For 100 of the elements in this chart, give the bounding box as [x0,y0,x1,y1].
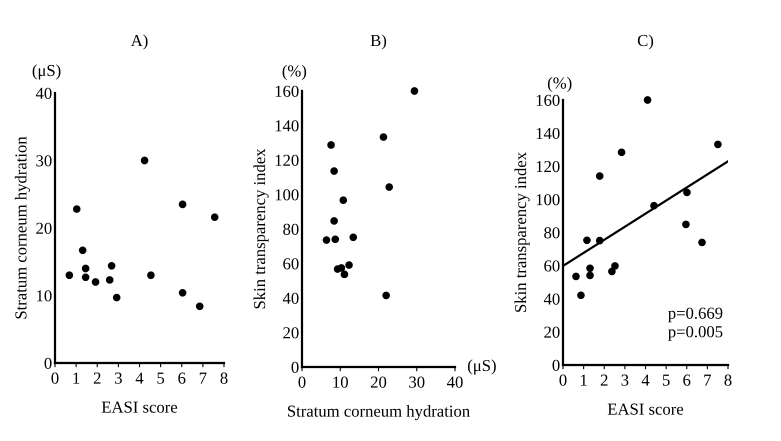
y-tick-label: 100 [536,194,560,206]
point [78,246,86,254]
point [330,217,338,225]
x-tick-label: 1 [580,374,587,386]
x-tick-label: 1 [73,372,80,384]
point [331,236,340,244]
x-tick-label: 10 [333,376,348,388]
point [82,273,90,282]
x-tick-label: 30 [409,376,424,388]
y-tick-label: 10 [37,290,52,302]
point [108,262,116,270]
chart-title: C) [638,34,654,50]
y-tick-label: 120 [536,160,560,172]
point [196,302,204,310]
point [572,272,580,280]
point [577,291,585,300]
point [322,236,330,244]
point [178,288,186,297]
y-tick-label: 40 [544,293,560,305]
point [385,183,394,191]
x-tick-label: 8 [724,374,732,386]
x-tick-label: 0 [298,376,306,388]
point [682,220,690,228]
point [327,141,335,149]
point [611,262,619,270]
x-tick-label: 6 [178,372,186,384]
point [147,271,155,280]
text: (μS) [32,64,60,80]
point [596,236,604,244]
point [338,264,346,272]
x-tick-label: 7 [704,374,712,386]
x-axis-title: EASI score [608,404,684,415]
point [178,200,186,208]
x-tick-label: 2 [600,374,608,386]
point [112,294,121,302]
x-axis-title: Stratum corneum hydration [288,405,470,420]
text: (%) [548,76,572,92]
point [210,213,219,222]
y-tick-label: 40 [282,292,299,304]
y-axis-title: Skin transparency index [514,152,530,312]
y-axis-title: Skin transparency index [254,148,269,308]
x-tick-label: 4 [136,372,144,384]
point [583,236,591,244]
point [608,268,616,276]
chart-title: B) [370,34,386,50]
x-tick-label: 40 [446,376,463,388]
point [596,172,604,180]
x-tick-label: 4 [642,374,650,386]
y-tick-label: 0 [44,358,52,369]
point [714,140,722,148]
point [339,196,348,204]
point [586,264,594,272]
point [106,276,114,284]
point [349,233,358,242]
y-tick-label: 0 [552,360,560,371]
x-tick-label: 8 [220,372,228,384]
point [698,238,706,246]
y-tick-label: 100 [276,189,299,200]
x-tick-label: 3 [622,374,628,386]
y-tick-label: 40 [36,88,52,99]
y-tick-label: 160 [276,86,299,97]
point [618,148,626,156]
point [644,96,652,104]
point [72,205,81,213]
y-tick-label: 20 [36,222,52,234]
y-tick-label: 60 [283,258,299,270]
x-tick-label: 3 [115,372,122,384]
point [650,202,658,210]
point [92,278,100,286]
y-tick-label: 80 [283,224,299,235]
text: (μS) [468,359,496,375]
x-tick-label: 6 [683,374,690,386]
x-tick-label: 5 [662,374,670,386]
x-tick-label: 0 [559,374,567,386]
point [340,270,348,278]
point [380,133,388,141]
y-tick-label: 120 [276,154,299,166]
chart-title: A) [130,34,148,50]
y-tick-label: 20 [283,327,299,338]
x-axis-title: EASI score [102,402,178,413]
y-tick-label: 30 [36,155,52,166]
x-tick-label: 0 [51,372,59,384]
text: (%) [282,64,306,80]
annotation: p=0.005 [668,326,722,341]
y-tick-label: 160 [536,94,560,106]
point [330,167,338,175]
point [345,261,353,269]
point [66,271,74,280]
y-tick-label: 140 [536,128,560,140]
point [683,188,691,196]
point [82,264,90,272]
point [586,272,594,280]
annotation: p=0.669 [668,308,722,322]
x-tick-label: 5 [157,372,164,384]
y-tick-label: 0 [292,362,299,373]
x-tick-label: 7 [200,372,207,384]
y-axis-title: Stratum corneum hydration [14,136,30,319]
point [382,292,390,300]
x-tick-label: 20 [370,376,386,388]
x-tick-label: 2 [94,372,100,384]
